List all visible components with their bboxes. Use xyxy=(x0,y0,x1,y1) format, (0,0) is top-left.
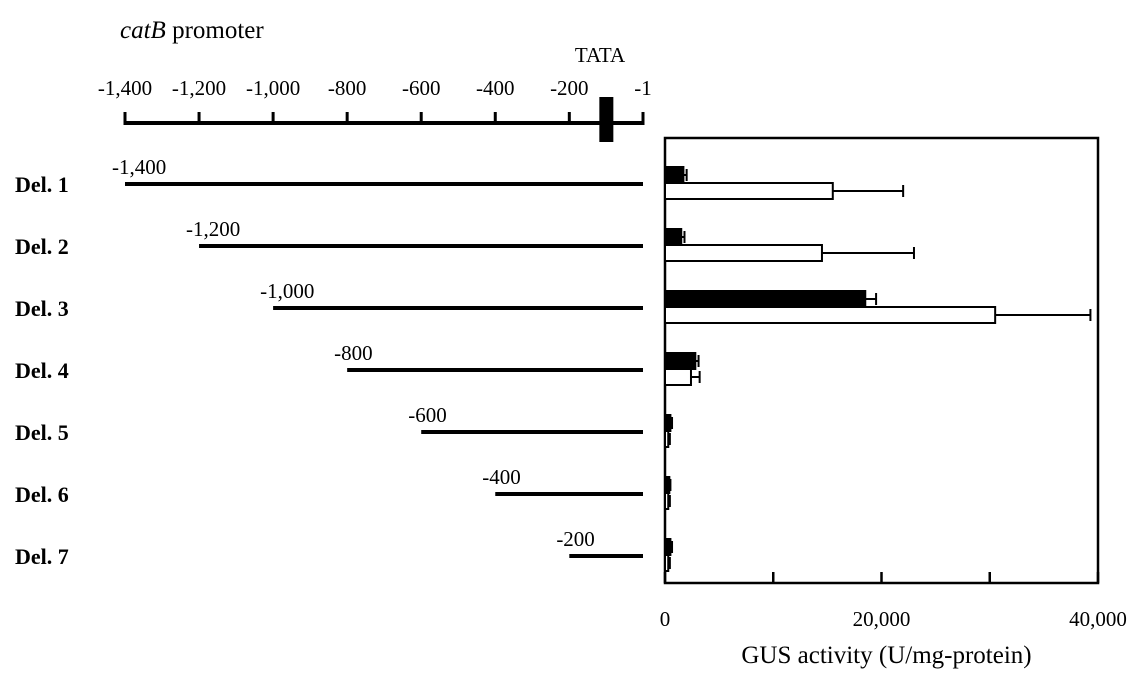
bar xyxy=(664,476,671,494)
promoter-name-rest: promoter xyxy=(166,17,265,44)
bar xyxy=(664,182,834,200)
deletion-constructs: Del. 1 -1,400 Del. 2 -1,200 Del. 3 -1,000 Del.… xyxy=(15,155,643,569)
promoter-name-italic: catB xyxy=(120,17,166,44)
deletion-label: Del. 5 xyxy=(15,420,69,445)
bar xyxy=(664,166,685,184)
scale-tick-label: -600 xyxy=(402,76,441,100)
deletion-label: Del. 2 xyxy=(15,234,69,259)
deletion-start-label: -1,000 xyxy=(260,279,314,303)
bar xyxy=(664,414,672,432)
scale-tick-label: -1,200 xyxy=(172,76,226,100)
deletion-start-label: -1,400 xyxy=(112,155,166,179)
scale-tick-label: -1,400 xyxy=(98,76,152,100)
gus-activity-chart: 0 20,000 40,000 GUS activity (U/mg-protein) xyxy=(660,136,1127,669)
bar xyxy=(664,492,670,510)
bar xyxy=(664,352,697,370)
bar xyxy=(664,538,672,556)
scale-tick-label: -400 xyxy=(476,76,515,100)
promoter-scale: -1,400 -1,200 -1,000 -800 -600 -400 -200 -1 xyxy=(98,76,652,142)
deletion-start-label: -400 xyxy=(482,465,521,489)
deletion-label: Del. 6 xyxy=(15,482,69,507)
scale-tick-label: -200 xyxy=(550,76,589,100)
bar xyxy=(664,368,692,386)
scale-tick-label: -1 xyxy=(634,76,652,100)
deletion-label: Del. 3 xyxy=(15,296,69,321)
x-tick-label: 20,000 xyxy=(853,607,911,631)
tata-box xyxy=(599,97,614,142)
tata-label: TATA xyxy=(575,43,626,67)
bar xyxy=(664,290,867,308)
scale-tick-label: -1,000 xyxy=(246,76,300,100)
deletion-start-label: -200 xyxy=(556,527,595,551)
x-axis-label: GUS activity (U/mg-protein) xyxy=(741,642,1031,669)
deletion-start-label: -600 xyxy=(408,403,447,427)
x-tick-label: 40,000 xyxy=(1069,607,1127,631)
deletion-label: Del. 1 xyxy=(15,172,69,197)
bar xyxy=(664,228,683,246)
deletion-start-label: -800 xyxy=(334,341,373,365)
promoter-title: catB promoter xyxy=(120,17,264,44)
bar xyxy=(664,554,670,572)
x-tick-label: 0 xyxy=(660,607,671,631)
deletion-start-label: -1,200 xyxy=(186,217,240,241)
bar xyxy=(664,306,997,324)
bar xyxy=(664,244,823,262)
chart-frame xyxy=(663,136,1100,585)
deletion-label: Del. 7 xyxy=(15,544,69,569)
bar xyxy=(664,430,670,448)
deletion-label: Del. 4 xyxy=(15,358,69,383)
scale-tick-label: -800 xyxy=(328,76,367,100)
